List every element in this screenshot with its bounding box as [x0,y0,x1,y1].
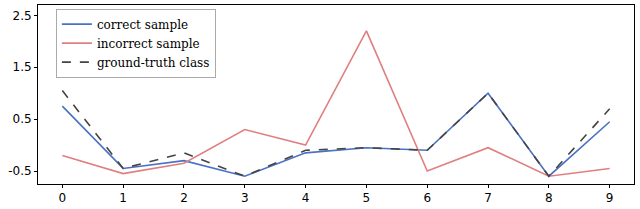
svg-text:ground-truth class: ground-truth class [97,56,210,70]
svg-text:6: 6 [423,191,431,205]
svg-text:4: 4 [302,191,310,205]
svg-text:2: 2 [180,191,188,205]
svg-text:5: 5 [363,191,371,205]
svg-text:7: 7 [484,191,492,205]
svg-text:1.5: 1.5 [13,60,32,74]
svg-text:0.5: 0.5 [13,112,32,126]
svg-text:3: 3 [241,191,249,205]
svg-text:incorrect sample: incorrect sample [97,37,200,51]
svg-text:1: 1 [119,191,127,205]
svg-text:0: 0 [59,191,67,205]
svg-text:2.5: 2.5 [13,9,32,23]
svg-text:correct sample: correct sample [97,18,188,32]
svg-text:-0.5: -0.5 [8,164,31,178]
svg-text:8: 8 [545,191,553,205]
svg-text:9: 9 [606,191,614,205]
